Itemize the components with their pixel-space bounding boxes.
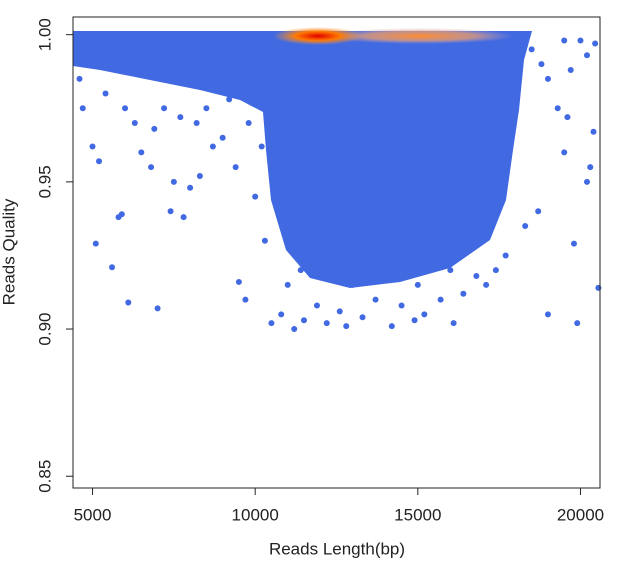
x-tick-label: 5000 <box>74 505 112 524</box>
x-tick-label: 15000 <box>394 505 441 524</box>
point <box>76 75 83 82</box>
point <box>170 178 177 185</box>
x-tick-label: 20000 <box>557 505 604 524</box>
point <box>252 193 259 200</box>
point <box>235 278 242 285</box>
point <box>592 40 599 47</box>
point <box>109 264 116 271</box>
point <box>544 75 551 82</box>
point <box>483 281 490 288</box>
point <box>561 149 568 156</box>
point <box>359 314 366 321</box>
point <box>577 37 584 44</box>
point <box>122 105 129 112</box>
point <box>388 323 395 330</box>
point <box>268 320 275 327</box>
point <box>372 296 379 303</box>
point <box>317 273 324 280</box>
point <box>138 149 145 156</box>
y-tick-label: 0.90 <box>35 312 54 345</box>
point <box>522 223 529 230</box>
point <box>447 267 454 274</box>
point <box>297 267 304 274</box>
point <box>343 323 350 330</box>
point <box>554 105 561 112</box>
point <box>291 326 298 333</box>
density-cloud <box>73 27 532 288</box>
point <box>92 240 99 247</box>
point <box>528 46 535 53</box>
point <box>398 302 405 309</box>
plot-frame <box>72 16 601 489</box>
point <box>284 281 291 288</box>
point <box>258 143 265 150</box>
point <box>161 105 168 112</box>
point <box>148 164 155 171</box>
point <box>382 273 389 280</box>
y-axis-label: Reads Quality <box>0 198 18 305</box>
point <box>219 134 226 141</box>
point <box>313 302 320 309</box>
point <box>245 119 252 126</box>
point <box>300 317 307 324</box>
point <box>561 37 568 44</box>
point <box>193 119 200 126</box>
point <box>96 158 103 165</box>
point <box>411 317 418 324</box>
point <box>131 119 138 126</box>
point <box>203 105 210 112</box>
point <box>226 96 233 103</box>
point <box>421 311 428 318</box>
x-axis-label: Reads Length(bp) <box>269 539 405 558</box>
point <box>278 311 285 318</box>
point <box>118 211 125 218</box>
point <box>232 164 239 171</box>
point <box>535 208 542 215</box>
point <box>180 214 187 221</box>
point <box>167 208 174 215</box>
point <box>587 164 594 171</box>
point <box>366 267 373 274</box>
y-tick-label: 0.85 <box>35 460 54 493</box>
point <box>187 184 194 191</box>
point <box>414 281 421 288</box>
point <box>583 52 590 59</box>
point <box>336 308 343 315</box>
point <box>538 61 545 68</box>
point <box>349 281 356 288</box>
point <box>431 261 438 268</box>
point <box>502 252 509 259</box>
point <box>492 267 499 274</box>
point <box>583 178 590 185</box>
point <box>154 305 161 312</box>
x-tick-label: 10000 <box>232 505 279 524</box>
point <box>209 143 216 150</box>
point <box>564 114 571 121</box>
point <box>261 237 268 244</box>
point <box>437 296 444 303</box>
point <box>574 320 581 327</box>
point <box>567 66 574 73</box>
point <box>460 290 467 297</box>
point <box>102 90 109 97</box>
point <box>125 299 132 306</box>
point <box>570 240 577 247</box>
point <box>450 320 457 327</box>
point <box>151 125 158 132</box>
point <box>177 114 184 121</box>
y-tick-label: 1.00 <box>35 18 54 51</box>
point <box>323 320 330 327</box>
point <box>89 143 96 150</box>
point <box>544 311 551 318</box>
point <box>242 296 249 303</box>
point <box>473 273 480 280</box>
y-tick-label: 0.95 <box>35 165 54 198</box>
point <box>590 128 597 135</box>
point <box>196 172 203 179</box>
point <box>79 105 86 112</box>
